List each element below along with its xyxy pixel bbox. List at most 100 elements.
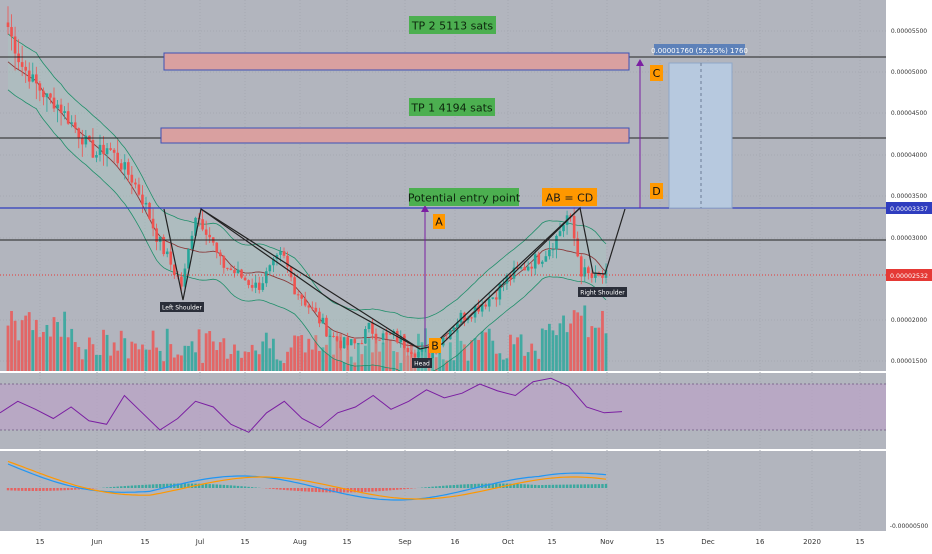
volume-bar [583, 305, 586, 371]
volume-bar [477, 340, 480, 371]
macd-hist-bar [293, 488, 295, 491]
macd-hist-bar [304, 488, 306, 491]
volume-bar [307, 339, 310, 371]
volume-bar [88, 338, 91, 371]
volume-bar [516, 337, 519, 371]
candle-body [219, 252, 222, 256]
volume-bar [509, 335, 512, 371]
point-c-label: C [653, 67, 661, 80]
volume-bar [176, 355, 179, 371]
candle-body [407, 348, 410, 352]
macd-hist-bar [290, 488, 292, 490]
entry-label: Potential entry point [408, 192, 521, 205]
macd-hist-bar [562, 485, 564, 488]
volume-bar [283, 363, 286, 371]
volume-bar [99, 355, 102, 371]
macd-hist-bar [410, 488, 412, 489]
candle-body [470, 317, 473, 318]
macd-hist-bar [205, 484, 207, 488]
candle-body [70, 122, 73, 123]
macd-hist-bar [39, 488, 41, 491]
candle-body [67, 111, 70, 123]
volume-bar [180, 355, 183, 371]
macd-hist-bar [594, 484, 596, 488]
macd-hist-bar [566, 485, 568, 488]
volume-bar [233, 345, 236, 371]
candle-body [39, 83, 42, 90]
macd-hist-bar [216, 484, 218, 488]
volume-bar [544, 330, 547, 371]
macd-hist-bar [428, 487, 430, 488]
tp2-zone[interactable] [164, 53, 629, 70]
volume-bar [173, 358, 176, 371]
candle-body [378, 340, 381, 341]
candle-body [162, 237, 165, 254]
candle-body [545, 256, 548, 261]
candle-body [152, 219, 155, 229]
time-tick-label: 16 [451, 538, 460, 546]
macd-hist-bar [463, 484, 465, 488]
time-tick-label: Nov [600, 538, 614, 546]
candle-body [17, 54, 20, 63]
volume-bar [187, 346, 190, 371]
volume-bar [17, 340, 20, 371]
candle-body [92, 140, 95, 158]
macd-panel[interactable] [0, 451, 886, 531]
volume-bar [311, 350, 314, 371]
macd-hist-bar [63, 488, 65, 490]
volume-bar [562, 316, 565, 371]
volume-bar [481, 331, 484, 371]
point-a-label: A [435, 216, 443, 229]
candle-body [166, 252, 169, 255]
candle-body [322, 318, 325, 324]
volume-bar [452, 360, 455, 371]
volume-bar [95, 355, 98, 371]
volume-bar [138, 349, 141, 371]
macd-hist-bar [552, 485, 554, 488]
macd-hist-bar [555, 485, 557, 488]
candle-body [403, 336, 406, 348]
macd-hist-bar [456, 485, 458, 488]
volume-bar [537, 359, 540, 371]
tp1-zone[interactable] [161, 128, 629, 143]
volume-bar [49, 337, 52, 371]
candle-body [131, 175, 134, 183]
candle-body [81, 138, 84, 145]
volume-bar [601, 311, 604, 371]
candle-body [300, 295, 303, 299]
price-tick-label: 0.00004000 [891, 152, 927, 159]
candle-body [201, 219, 204, 229]
candle-body [265, 271, 268, 283]
candle-body [307, 305, 310, 307]
macd-hist-bar [49, 488, 51, 491]
macd-hist-bar [42, 488, 44, 491]
volume-bar [491, 341, 494, 371]
candle-body [548, 250, 551, 256]
candle-body [414, 354, 417, 357]
macd-hist-bar [601, 484, 603, 488]
time-axis[interactable] [0, 531, 886, 550]
candle-body [346, 337, 349, 345]
candle-body [350, 339, 353, 345]
volume-bar [38, 337, 41, 371]
candle-body [35, 74, 38, 83]
candle-body [113, 150, 116, 153]
candle-body [145, 203, 148, 205]
volume-bar [109, 356, 112, 371]
volume-bar [474, 338, 477, 371]
volume-bar [208, 331, 211, 371]
candle-body [484, 305, 487, 307]
volume-bar [56, 322, 59, 371]
macd-hist-bar [230, 485, 232, 488]
macd-hist-bar [576, 484, 578, 488]
volume-bar [194, 352, 197, 371]
price-tick-label: 0.00005000 [891, 69, 927, 76]
volume-bar [555, 335, 558, 371]
candle-body [527, 267, 530, 271]
candle-body [99, 145, 102, 155]
candle-body [541, 262, 544, 264]
candle-body [375, 334, 378, 340]
volume-bar [67, 337, 70, 371]
volume-bar [92, 344, 95, 371]
macd-hist-bar [251, 487, 253, 488]
